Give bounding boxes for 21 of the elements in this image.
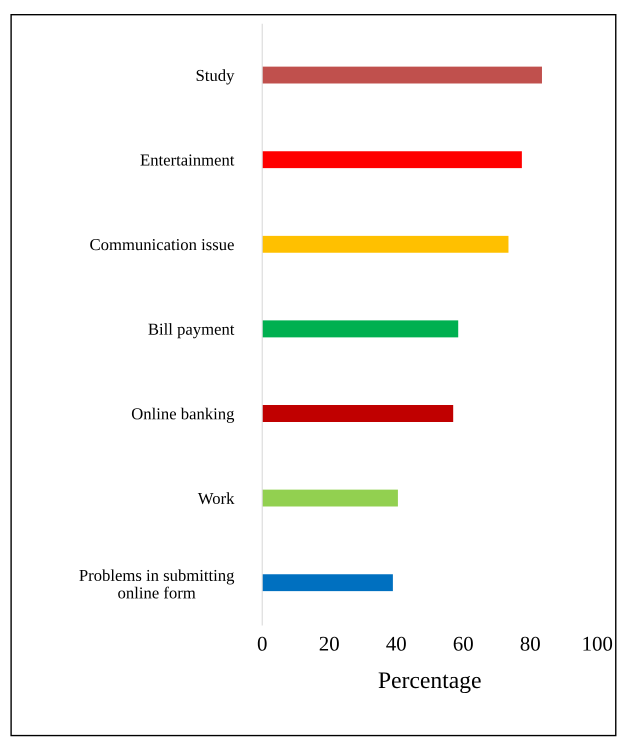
y-tick-label: Online banking bbox=[132, 408, 234, 423]
bar bbox=[262, 320, 458, 338]
x-tick-label: 20 bbox=[320, 636, 339, 651]
y-tick-label: Problems in submitting online form bbox=[79, 569, 234, 599]
y-tick-label: Work bbox=[198, 492, 234, 504]
x-tick-label: 40 bbox=[386, 636, 406, 651]
y-tick-label: Bill payment bbox=[148, 323, 234, 338]
bar bbox=[262, 574, 393, 592]
bar bbox=[262, 236, 508, 253]
bar bbox=[262, 66, 542, 84]
y-tick-label: Entertainment bbox=[140, 154, 234, 166]
x-tick-label: 0 bbox=[258, 636, 267, 651]
x-tick-label: 100 bbox=[583, 636, 612, 651]
bar bbox=[262, 151, 522, 168]
bar bbox=[262, 490, 398, 507]
bar bbox=[262, 405, 454, 422]
y-tick-label: Study bbox=[196, 69, 234, 84]
x-tick-label: 80 bbox=[520, 636, 540, 651]
y-tick-label: Communication issue bbox=[90, 239, 234, 250]
x-tick-label: 60 bbox=[454, 636, 473, 651]
x-axis-title: Percentage bbox=[378, 672, 481, 694]
